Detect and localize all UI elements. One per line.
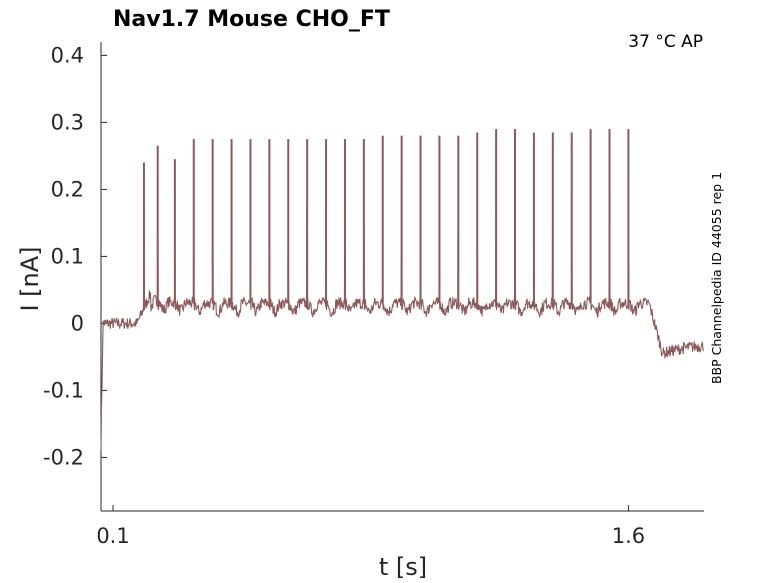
chart-title: Nav1.7 Mouse CHO_FT — [113, 7, 390, 32]
x-tick-label: 1.6 — [612, 524, 645, 548]
y-axis-label: I [nA] — [16, 246, 44, 311]
y-tick-label: 0.3 — [51, 110, 84, 134]
y-tick-label: 0 — [71, 311, 84, 335]
x-tick-label: 0.1 — [96, 524, 129, 548]
y-tick-label: 0.1 — [51, 244, 84, 268]
y-tick-label: -0.2 — [43, 445, 84, 469]
condition-label: 37 °C AP — [628, 32, 703, 52]
y-tick-label: -0.1 — [43, 378, 84, 402]
y-tick-label: 0.4 — [51, 43, 84, 67]
y-tick-label: 0.2 — [51, 177, 84, 201]
x-axis-label: t [s] — [379, 553, 427, 581]
side-label: BBP Channelpedia ID 44055 rep 1 — [709, 172, 724, 384]
plot-area: 0.4 0.3 0.2 0.1 0 -0.1 -0.2 0.1 1.6 — [43, 42, 705, 548]
